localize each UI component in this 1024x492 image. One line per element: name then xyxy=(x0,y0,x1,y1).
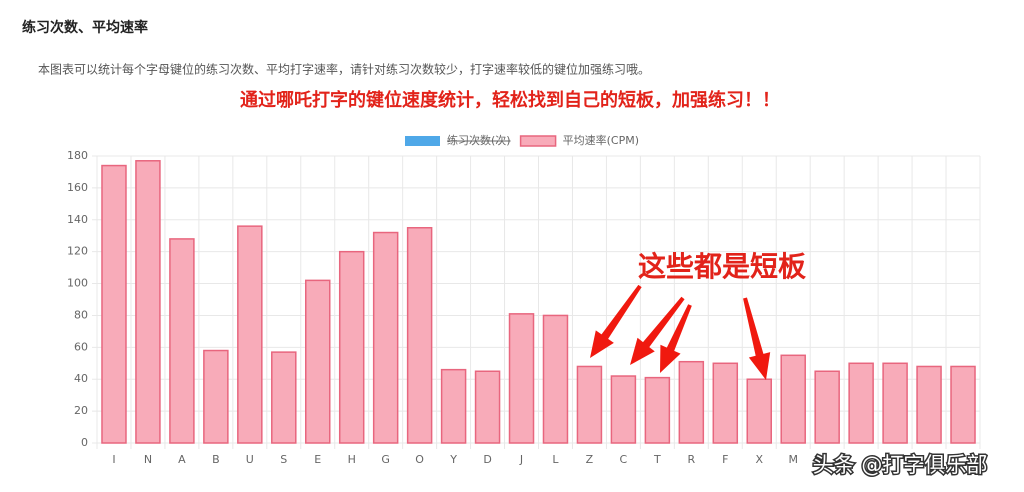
x-tick-label: C xyxy=(620,453,628,466)
description: 本图表可以统计每个字母键位的练习次数、平均打字速率，请针对练习次数较少，打字速率… xyxy=(38,62,650,77)
x-tick-label: N xyxy=(144,453,152,466)
arrows xyxy=(590,284,771,380)
bar xyxy=(746,378,772,444)
bar xyxy=(882,362,908,444)
x-tick-label: L xyxy=(552,453,559,466)
legend-label: 练习次数(次) xyxy=(447,133,511,147)
x-tick-label: D xyxy=(483,453,491,466)
y-tick-label: 160 xyxy=(67,181,88,194)
bar xyxy=(542,314,569,444)
bar xyxy=(271,351,297,444)
bar xyxy=(576,365,603,444)
bar xyxy=(135,160,161,444)
x-tick-label: J xyxy=(519,453,523,466)
bar xyxy=(508,313,535,444)
x-tick-label: G xyxy=(381,453,390,466)
section-title: 练习次数、平均速率 xyxy=(22,19,148,36)
bar xyxy=(474,370,501,444)
x-tick-label: R xyxy=(687,453,695,466)
annotation: 这些都是短板 xyxy=(638,250,806,283)
x-tick-label: F xyxy=(722,453,728,466)
x-tick-label: U xyxy=(246,453,254,466)
x-tick-label: X xyxy=(755,453,763,466)
bar xyxy=(237,225,263,444)
y-tick-label: 80 xyxy=(74,308,88,321)
y-tick-label: 40 xyxy=(74,372,88,385)
chart: 0 20 40 60 80 100 120 140 160 180 练习次数(次) 平均速率(CPM)… xyxy=(67,133,981,466)
x-tick-label: Y xyxy=(449,453,457,466)
bar xyxy=(203,349,229,444)
x-tick-label: S xyxy=(280,453,287,466)
bar xyxy=(916,365,942,444)
bar xyxy=(101,164,127,444)
x-tick-label: A xyxy=(178,453,186,466)
y-tick-label: 100 xyxy=(67,277,88,290)
y-tick-label: 20 xyxy=(74,404,88,417)
x-tick-label: O xyxy=(415,453,424,466)
x-tick-label: E xyxy=(314,453,321,466)
legend-swatch xyxy=(405,136,440,146)
highlight: 通过哪吒打字的键位速度统计，轻松找到自己的短板，加强练习！！ xyxy=(240,89,780,111)
x-tick-label: I xyxy=(112,453,115,466)
arrow xyxy=(590,284,642,358)
y-tick-label: 180 xyxy=(67,149,88,162)
x-tick-label: H xyxy=(348,453,356,466)
arrow xyxy=(630,296,685,365)
x-tick-label: T xyxy=(653,453,661,466)
legend-swatch xyxy=(519,135,557,147)
bar xyxy=(372,231,399,444)
bar xyxy=(712,362,739,444)
y-tick-label: 140 xyxy=(67,213,88,226)
legend-label: 平均速率(CPM) xyxy=(563,133,639,147)
bar xyxy=(780,354,806,444)
y-tick-label: 0 xyxy=(81,436,88,449)
bar xyxy=(440,368,467,444)
watermark: 头条 @打字俱乐部 xyxy=(813,453,988,477)
x-tick-label: B xyxy=(212,453,220,466)
x-tick-label: Z xyxy=(586,453,594,466)
y-tick-label: 60 xyxy=(74,340,88,353)
arrow xyxy=(660,304,692,373)
bar xyxy=(338,250,365,444)
bar xyxy=(678,360,705,444)
bar xyxy=(848,362,874,444)
bar xyxy=(950,365,976,444)
bar xyxy=(305,279,331,444)
x-tick-label: M xyxy=(788,453,798,466)
bar xyxy=(644,376,671,444)
bar xyxy=(814,370,840,444)
arrow xyxy=(743,297,771,380)
y-tick-label: 120 xyxy=(67,245,88,258)
bar xyxy=(406,227,433,444)
bar xyxy=(610,375,637,444)
bar xyxy=(169,238,195,444)
